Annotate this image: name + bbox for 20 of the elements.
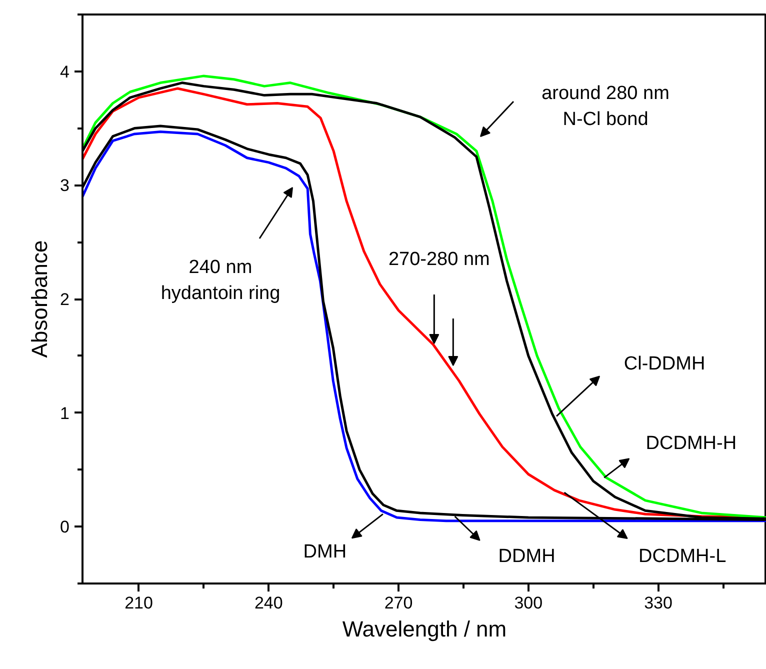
annotation: DCDMH-H — [646, 433, 737, 454]
y-tick-label: 2 — [60, 290, 70, 309]
x-tick-label: 210 — [124, 594, 153, 612]
y-tick-label: 4 — [60, 62, 70, 82]
x-tick-label: 240 — [254, 594, 283, 612]
annotation: 270-280 nm — [388, 249, 490, 270]
x-tick-label: 270 — [384, 594, 413, 612]
y-tick-label: 3 — [60, 176, 70, 196]
annotation: around 280 nm N-Cl bond — [542, 82, 670, 130]
annotation: DMH — [303, 542, 347, 563]
y-axis-title: Absorbance — [27, 240, 52, 358]
annotation: Cl-DDMH — [624, 354, 706, 375]
x-tick-label: 330 — [644, 594, 672, 612]
annotation: 240 nm hydantoin ring — [160, 256, 280, 304]
x-tick-label: 300 — [514, 594, 543, 612]
annotation: DCDMH-L — [638, 546, 726, 567]
x-axis-title: Wavelength / nm — [342, 616, 507, 642]
y-tick-label: 1 — [60, 404, 70, 423]
annotation: DDMH — [498, 546, 556, 567]
y-tick-label: 0 — [60, 518, 70, 537]
